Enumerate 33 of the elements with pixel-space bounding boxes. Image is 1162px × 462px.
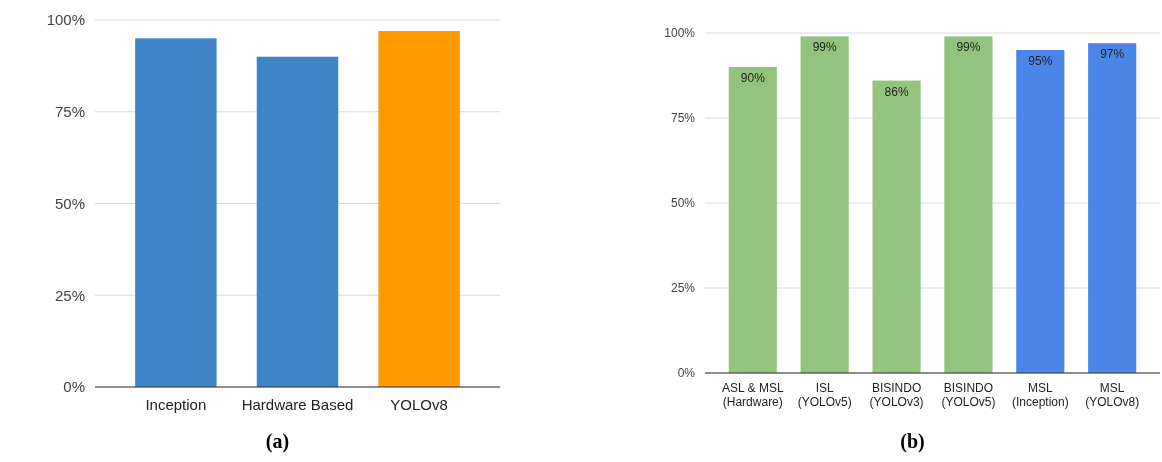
x-tick-label: YOLOv8	[390, 396, 448, 413]
data-label: 95%	[1028, 54, 1053, 68]
x-tick-label: BISINDO (YOLOv3)	[869, 381, 924, 410]
bar	[1088, 43, 1137, 373]
y-tick-label: 50%	[54, 194, 85, 212]
y-tick-label: 100%	[46, 11, 85, 29]
y-tick-label: 75%	[670, 111, 696, 126]
text: (b)	[900, 430, 925, 453]
data-label: 99%	[812, 40, 838, 55]
data-label: 97%	[1100, 47, 1125, 62]
data-label: 86%	[884, 84, 909, 99]
y-tick-label: 50%	[670, 196, 696, 211]
x-tick-label: BISINDO (YOLOv5)	[941, 381, 996, 410]
x-tick-label: ISL (YOLOv5)	[797, 381, 852, 410]
data-label: 99%	[956, 40, 981, 55]
text: (a)	[265, 430, 290, 453]
x-tick-label: MSL (YOLOv8)	[1085, 381, 1140, 410]
x-tick-label: Hardware Based	[241, 396, 354, 413]
bar	[728, 67, 777, 373]
x-tick-label: MSL (Inception)	[1011, 381, 1069, 410]
y-tick-label: 100%	[664, 26, 696, 41]
bar	[872, 80, 921, 373]
y-tick-label: 0%	[63, 378, 85, 396]
y-tick-label: 0%	[677, 366, 696, 381]
data-label: 90%	[740, 71, 766, 85]
bar	[944, 36, 993, 373]
bar	[800, 36, 849, 373]
x-tick-label: Inception	[145, 396, 207, 413]
bar	[1016, 50, 1065, 373]
x-tick-label: ASL & MSL (Hardware)	[722, 381, 784, 410]
y-tick-label: 75%	[54, 103, 85, 121]
y-tick-label: 25%	[670, 281, 696, 296]
y-tick-label: 25%	[54, 286, 85, 304]
